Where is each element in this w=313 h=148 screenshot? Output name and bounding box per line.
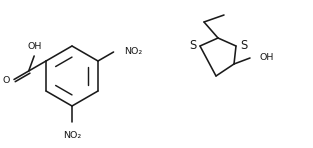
Text: S: S (240, 38, 247, 52)
Text: S: S (189, 38, 196, 52)
Text: NO₂: NO₂ (63, 131, 81, 140)
Text: O: O (3, 76, 10, 85)
Text: OH: OH (28, 42, 42, 51)
Text: NO₂: NO₂ (125, 46, 143, 56)
Text: OH: OH (260, 53, 275, 62)
